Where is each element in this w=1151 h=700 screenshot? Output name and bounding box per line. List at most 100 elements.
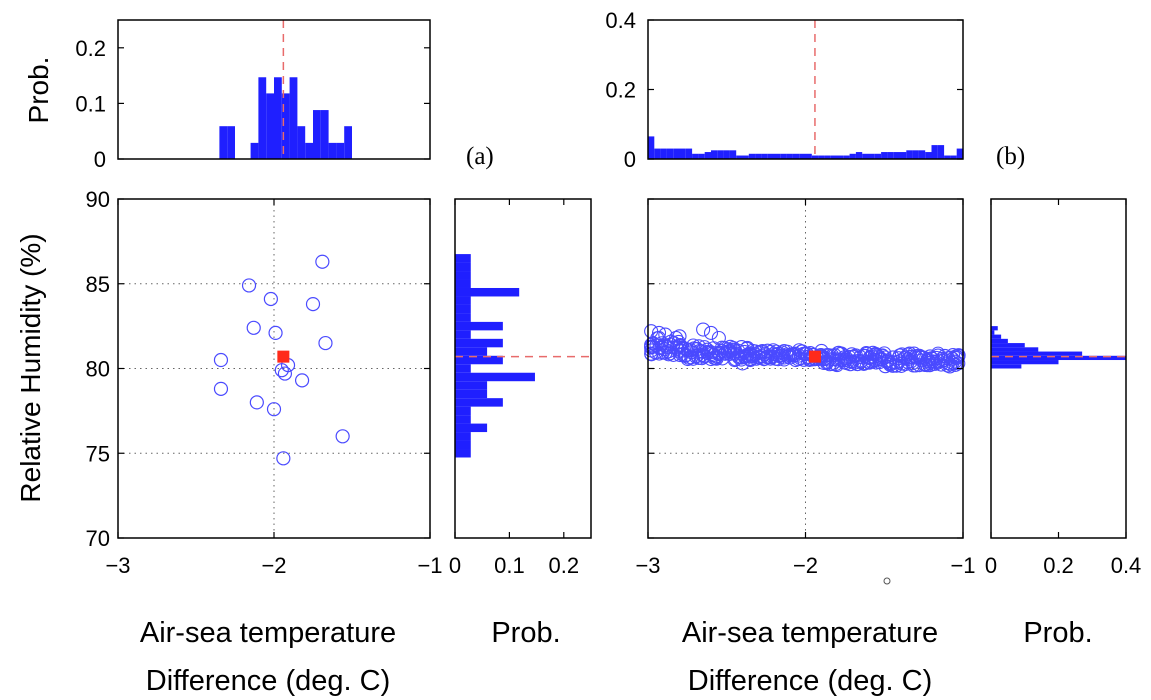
- scatter-point: [268, 325, 283, 341]
- scatter-point: [294, 373, 310, 388]
- panel-a-ytick-label: 90: [86, 187, 110, 212]
- top-hist-bar: [328, 142, 337, 159]
- right-hist-xtick-label: 0.4: [1111, 553, 1142, 578]
- top-hist-bar: [887, 152, 894, 159]
- top-hist-bar: [937, 145, 945, 159]
- scatter-point: [315, 254, 330, 269]
- scatter-point: [246, 320, 261, 335]
- panel-a-xtick-label: −1: [417, 553, 442, 578]
- panel-b-scatter-plot: −3 −2 −1 Air-sea temperature Difference (d…: [635, 198, 976, 697]
- panel-a-xtick-label: −3: [105, 553, 130, 578]
- scatter-point: [277, 366, 293, 381]
- panel-a-top-hist-frame: [117, 19, 431, 160]
- top-hist-bar: [654, 148, 661, 159]
- panel-a-xlabel-line1: Air-sea temperature: [140, 617, 396, 649]
- panel-a-label: (a): [466, 143, 494, 170]
- top-hist-bar: [219, 126, 228, 159]
- right-hist-bar: [991, 326, 998, 331]
- right-hist-bar: [991, 334, 1002, 339]
- panel-b-right-hist-xlabel: Prob.: [1023, 617, 1092, 649]
- top-hist-bar: [698, 153, 705, 159]
- scatter-point: [213, 381, 229, 396]
- panel-b-xtick-label: −2: [793, 553, 818, 578]
- top-hist-bar: [906, 150, 913, 159]
- panel-b-xlabel-line1: Air-sea temperature: [682, 617, 938, 649]
- right-hist-bar: [455, 279, 471, 288]
- top-hist-bar: [320, 110, 329, 159]
- mean-marker: [808, 350, 821, 363]
- top-hist-bar: [761, 153, 768, 159]
- top-hist-bar: [281, 93, 290, 159]
- panel-a-ylabel: Relative Humidity (%): [15, 233, 46, 502]
- right-hist-bar: [991, 360, 1059, 365]
- top-hist-bar: [748, 153, 756, 159]
- top-hist-bar: [786, 153, 793, 159]
- panel-a-top-hist-ylabel: Prob.: [23, 57, 54, 124]
- top-hist-bar: [717, 150, 724, 159]
- panel-a-xlabel-line2: Difference (deg. C): [146, 665, 390, 697]
- top-hist-bar: [723, 150, 730, 159]
- top-hist-bar: [868, 153, 875, 159]
- top-hist-bar: [799, 153, 806, 159]
- top-hist-bar: [849, 153, 856, 159]
- panel-a-ytick-label: 75: [86, 441, 110, 466]
- scatter-point: [943, 350, 958, 365]
- panel-b-label: (b): [996, 143, 1025, 170]
- top-hist-bar: [266, 93, 274, 159]
- top-hist-bar: [862, 153, 869, 159]
- top-hist-ytick-label: 0: [624, 147, 636, 172]
- right-hist-bar: [455, 364, 471, 373]
- right-hist-bar: [455, 398, 503, 407]
- right-hist-bar: [991, 343, 1025, 348]
- right-hist-bar: [455, 296, 471, 305]
- panel-a-right-hist-xlabel: Prob.: [491, 617, 560, 649]
- top-hist-bar: [313, 110, 321, 159]
- panel-a-xtick-label: −2: [261, 553, 286, 578]
- scatter-point: [711, 330, 726, 346]
- top-hist-bar: [830, 155, 837, 159]
- right-hist-bar: [991, 355, 1126, 361]
- right-hist-bar: [455, 372, 535, 382]
- top-hist-bar: [704, 152, 711, 159]
- right-hist-bar: [455, 287, 520, 297]
- right-hist-bar: [455, 347, 488, 356]
- right-hist-bar: [455, 330, 471, 339]
- right-hist-bar: [455, 304, 471, 314]
- top-hist-bar: [344, 126, 352, 159]
- top-hist-bar: [767, 153, 774, 159]
- right-hist-bar: [455, 355, 503, 365]
- top-hist-bar: [900, 152, 907, 159]
- top-hist-bar: [666, 148, 674, 159]
- top-hist-bar: [673, 148, 680, 159]
- top-hist-ytick-label: 0: [94, 147, 106, 172]
- scatter-point: [924, 351, 939, 366]
- top-hist-bar: [692, 153, 699, 159]
- scatter-point: [900, 347, 915, 362]
- right-hist-bar: [455, 432, 471, 441]
- scatter-point: [727, 352, 742, 368]
- top-hist-bar: [925, 152, 932, 159]
- right-hist-xtick-label: 0: [449, 553, 461, 578]
- right-hist-bar: [991, 364, 1022, 369]
- panel-a-ytick-label: 80: [86, 357, 110, 382]
- scatter-point: [318, 335, 333, 351]
- scatter-point: [829, 358, 845, 373]
- top-hist-bar: [944, 155, 951, 159]
- top-hist-bar: [881, 152, 888, 159]
- top-hist-ytick-label: 0.2: [605, 78, 636, 103]
- top-hist-bar: [893, 152, 900, 159]
- top-hist-bar: [855, 152, 863, 159]
- scatter-point: [335, 429, 350, 444]
- top-hist-bar: [648, 136, 655, 159]
- top-hist-bar: [837, 155, 844, 159]
- right-hist-bar: [455, 415, 471, 424]
- panel-b-right-histogram: 0 0.2 0.4 Prob.: [985, 198, 1142, 649]
- top-hist-bar: [227, 126, 235, 159]
- scatter-point: [644, 324, 659, 339]
- panel-b-xtick-label: −3: [635, 553, 660, 578]
- panel-b: 0 0.2 0.4 (b) −3 −2 −1 Air-sea temperature D…: [605, 8, 1141, 697]
- scatter-point: [651, 325, 667, 340]
- panel-a-ytick-label: 70: [86, 526, 110, 551]
- panel-a-scatter-plot: −3 −2 −1 70 75 80 85 90 Relative Humidity (%) A…: [15, 187, 443, 697]
- top-hist-bar: [742, 155, 749, 159]
